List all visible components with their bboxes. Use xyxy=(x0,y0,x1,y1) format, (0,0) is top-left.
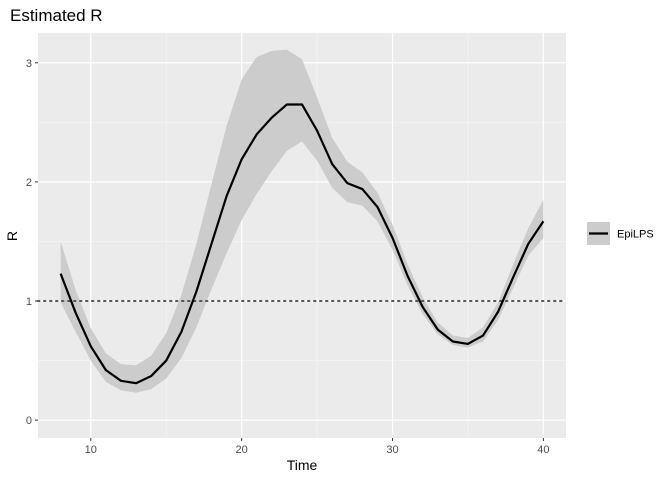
series-lines xyxy=(59,103,545,385)
y-tick-label: 3 xyxy=(26,58,32,70)
legend-label: EpiLPS xyxy=(617,229,654,241)
x-axis-ticks: 10 20 30 40 xyxy=(85,438,549,456)
x-tick-label: 30 xyxy=(386,444,398,456)
y-tick-label: 1 xyxy=(26,296,32,308)
x-tick-label: 40 xyxy=(537,444,549,456)
series-line xyxy=(59,103,545,385)
x-axis-title: Time xyxy=(287,457,318,473)
y-tick-label: 2 xyxy=(26,177,32,189)
chart-title: Estimated R xyxy=(10,6,103,25)
y-axis-title: R xyxy=(4,231,20,241)
legend: EpiLPS xyxy=(587,222,654,245)
y-tick-label: 0 xyxy=(26,415,32,427)
x-tick-label: 20 xyxy=(236,444,248,456)
y-axis-ticks: 0 1 2 3 xyxy=(26,58,38,427)
x-tick-label: 10 xyxy=(85,444,97,456)
